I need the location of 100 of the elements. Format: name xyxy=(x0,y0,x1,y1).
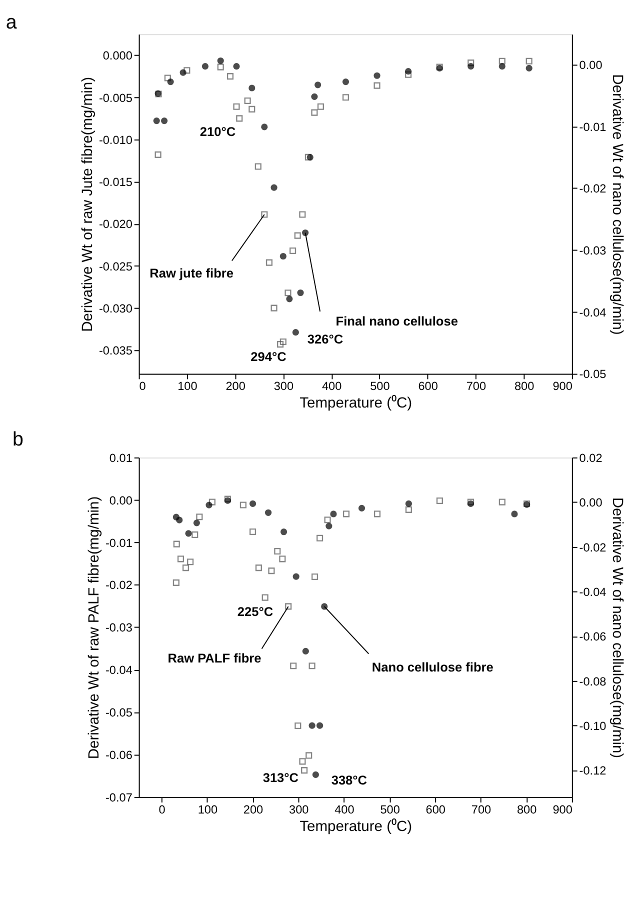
point xyxy=(317,103,324,110)
point xyxy=(270,184,278,191)
point xyxy=(176,516,183,524)
x-tick-label: 600 xyxy=(418,379,438,394)
point xyxy=(326,522,332,530)
x-tick-label: 0 xyxy=(139,379,146,394)
annotation: 338°C xyxy=(331,772,367,788)
point xyxy=(266,259,272,266)
point xyxy=(217,64,224,70)
point xyxy=(274,548,281,555)
y2-tick-label: -0.03 xyxy=(579,243,607,258)
y2-tick-label: -0.08 xyxy=(579,674,607,688)
chart-title: a xyxy=(6,11,17,34)
x-tick-label: 100 xyxy=(178,379,198,394)
point xyxy=(233,103,240,110)
point xyxy=(511,510,518,518)
point xyxy=(262,594,268,601)
x-tick-label: 500 xyxy=(380,802,400,816)
point xyxy=(302,648,309,654)
point xyxy=(302,229,309,236)
chart-title: b xyxy=(12,428,24,451)
point xyxy=(187,558,194,566)
point xyxy=(254,163,262,170)
point xyxy=(185,530,192,537)
x-tick-label: 600 xyxy=(426,802,446,816)
y-tick-label: -0.03 xyxy=(106,620,133,635)
point xyxy=(208,498,216,506)
point xyxy=(161,117,168,124)
point xyxy=(255,564,262,572)
point xyxy=(268,568,275,574)
point xyxy=(297,289,304,296)
y2-axis-title: Derivative Wt of nano cellulose(mg/min) xyxy=(609,74,626,335)
y-tick-label: -0.07 xyxy=(106,790,132,804)
point xyxy=(290,662,297,670)
point xyxy=(153,117,160,124)
x-tick-label: 700 xyxy=(466,379,486,394)
point xyxy=(405,71,412,78)
point xyxy=(324,516,331,524)
point xyxy=(306,752,312,759)
point xyxy=(374,510,381,518)
y-axis-title: Derivative Wt of raw Jute fibre(mg/min) xyxy=(80,77,96,332)
point xyxy=(405,500,412,507)
point xyxy=(280,252,286,260)
y2-tick-label: -0.12 xyxy=(579,764,606,778)
x-tick-label: 200 xyxy=(226,379,246,394)
point xyxy=(405,506,412,513)
point xyxy=(374,82,380,89)
point xyxy=(167,78,174,86)
point xyxy=(280,528,288,536)
point xyxy=(248,84,256,92)
x-tick-label: 800 xyxy=(516,802,538,816)
point xyxy=(270,304,278,312)
point xyxy=(180,69,186,76)
y2-tick-label: -0.04 xyxy=(579,305,607,320)
y2-axis-title: Derivative Wt of nano cellulose(mg/min) xyxy=(609,497,626,758)
point xyxy=(261,124,268,130)
y2-tick-label: -0.10 xyxy=(579,718,607,733)
point xyxy=(311,573,318,580)
point xyxy=(312,771,319,778)
point xyxy=(261,211,268,218)
y2-tick-label: 0.02 xyxy=(579,450,602,465)
point xyxy=(498,498,506,506)
x-tick-label: 800 xyxy=(514,379,535,394)
point xyxy=(498,58,506,64)
point xyxy=(286,296,293,302)
y2-tick-label: -0.04 xyxy=(579,584,607,599)
point xyxy=(468,63,474,70)
point xyxy=(311,93,318,100)
point xyxy=(280,338,286,346)
point xyxy=(154,151,162,158)
point xyxy=(244,97,251,104)
point xyxy=(294,232,301,239)
point xyxy=(301,767,308,774)
x-tick-label: 500 xyxy=(370,379,390,394)
point xyxy=(308,722,316,729)
y-tick-label: -0.06 xyxy=(106,748,133,762)
point xyxy=(526,64,532,72)
text: Nano cellulose fibre xyxy=(372,659,494,674)
y-tick-label: -0.04 xyxy=(106,663,133,678)
point xyxy=(342,510,350,518)
annotation: 225°C xyxy=(237,604,274,620)
point xyxy=(184,67,190,74)
point xyxy=(192,531,198,538)
point xyxy=(249,500,256,507)
y-tick-label: -0.02 xyxy=(106,578,132,592)
x-tick-label: 900 xyxy=(552,802,573,816)
point xyxy=(177,556,184,562)
x-tick-label: 400 xyxy=(322,379,342,394)
x-tick-label: 700 xyxy=(471,802,492,816)
annotation: 294°C xyxy=(250,349,286,364)
point xyxy=(374,72,380,79)
y-tick-label: -0.05 xyxy=(106,706,133,720)
y-tick-label: -0.025 xyxy=(98,259,133,274)
point xyxy=(321,603,328,610)
point xyxy=(330,510,337,518)
point xyxy=(299,758,306,765)
point xyxy=(294,722,302,730)
text: Raw jute fibre xyxy=(150,266,234,281)
text: Final nano cellulose xyxy=(336,313,458,328)
point xyxy=(526,58,532,64)
